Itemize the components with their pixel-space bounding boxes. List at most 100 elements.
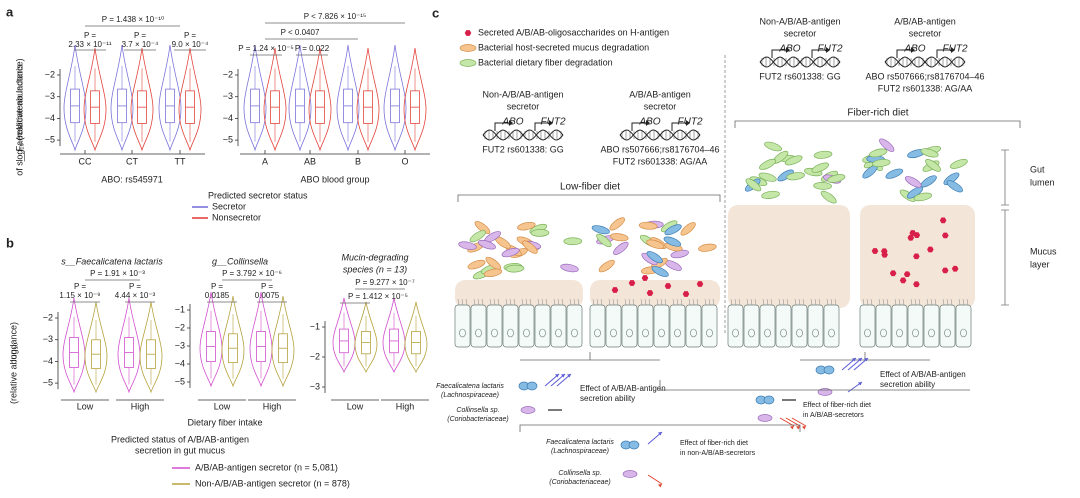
label: (relative abundance) <box>8 322 18 404</box>
microvillus <box>541 298 544 306</box>
epithelial-cell <box>727 304 744 348</box>
label: Bacterial dietary fiber degradation <box>478 57 613 67</box>
antigen <box>913 281 920 288</box>
nucleus <box>571 328 578 338</box>
antigen <box>628 280 636 286</box>
microvillus <box>886 298 889 306</box>
violin <box>84 301 108 394</box>
microvillus <box>640 298 643 306</box>
y-tick-label: −2 <box>43 312 53 322</box>
label: FUT2 <box>943 44 968 55</box>
label: P = <box>134 31 146 40</box>
label: ABO <box>638 117 660 128</box>
promoter-arrow <box>631 122 646 131</box>
violin <box>117 297 141 394</box>
microvillus <box>914 298 917 306</box>
bracket <box>457 194 721 202</box>
microvillus <box>802 298 805 306</box>
antigen <box>641 275 649 281</box>
microvillus <box>766 298 769 306</box>
violin <box>130 47 154 152</box>
bacterium <box>485 256 502 270</box>
violin <box>288 44 312 152</box>
epithelial-cell <box>669 304 686 348</box>
arrow-head <box>864 358 868 362</box>
label: Effect of A/B/AB-antigen <box>580 384 666 393</box>
panel-label: b <box>6 235 14 250</box>
nucleus <box>796 328 803 338</box>
bacterium <box>474 221 491 235</box>
antigen <box>939 217 947 224</box>
nucleus <box>626 328 633 338</box>
arrow-head <box>658 484 662 488</box>
epithelial-cell <box>743 304 760 348</box>
microvillus <box>600 298 603 306</box>
x-tick-label: AB <box>304 156 316 166</box>
bacterium <box>467 259 486 270</box>
label: 3.7 × 10⁻⁴ <box>122 40 159 49</box>
microvillus <box>577 298 580 306</box>
microvillus <box>870 298 873 306</box>
antigen <box>909 230 917 236</box>
epithelial-cell <box>653 304 670 348</box>
label: P < 7.826 × 10⁻¹⁵ <box>304 12 367 21</box>
bacterium <box>885 168 904 179</box>
bacterium <box>904 176 922 188</box>
label: secretion ability <box>880 380 935 389</box>
dna <box>619 129 701 141</box>
antigen <box>664 283 672 289</box>
microvillus <box>950 298 953 306</box>
microvillus <box>942 298 945 306</box>
antigen <box>913 253 920 260</box>
y-tick-label: −3 <box>310 381 320 391</box>
x-tick-label: Low <box>347 401 364 411</box>
arrow-head <box>790 426 794 430</box>
violin <box>404 301 428 374</box>
epithelial-cell <box>807 304 824 348</box>
label: P = <box>84 31 96 40</box>
violin <box>83 47 107 152</box>
arrow-head <box>858 358 862 362</box>
label: log₁₀ (relative abundance) <box>14 58 24 161</box>
microvillus <box>794 298 797 306</box>
x-tick-label: TT <box>175 156 186 166</box>
microvillus <box>866 298 869 306</box>
antigen <box>907 234 915 241</box>
nucleus <box>748 328 755 338</box>
microvillus <box>708 298 711 306</box>
label: Collinsella sp. <box>558 470 601 477</box>
microvillus <box>834 298 837 306</box>
antigen <box>903 271 911 278</box>
label: Fiber-rich diet <box>847 108 908 119</box>
y-tick-label: −4 <box>43 356 53 366</box>
antigen <box>611 287 619 293</box>
microvillus <box>958 298 961 306</box>
label: P = 9.277 × 10⁻⁷ <box>355 278 415 287</box>
label: in A/B/AB-secretors <box>803 412 864 419</box>
label: 1.15 × 10⁻⁹ <box>59 291 100 300</box>
microvillus <box>930 298 933 306</box>
label: ABO: rs545971 <box>101 174 163 184</box>
nucleus <box>928 328 935 338</box>
label: Gut <box>1030 164 1045 174</box>
label: (Lachnospiraceae) <box>551 448 609 455</box>
nucleus <box>690 328 697 338</box>
bacterium <box>598 259 615 273</box>
nucleus <box>642 328 649 338</box>
promoter-arrow <box>671 122 686 131</box>
bacterium <box>764 141 782 152</box>
bacterium <box>913 192 932 202</box>
y-tick-label: −4 <box>175 358 185 368</box>
label: A/B/AB-antigen <box>629 89 691 99</box>
label: P = <box>261 282 273 291</box>
legend-label: Secretor <box>212 201 246 211</box>
label: lumen <box>1030 177 1055 187</box>
panel-label: c <box>432 5 439 20</box>
effect-arrow <box>791 417 807 427</box>
label: Effect of fiber-rich diet <box>680 440 748 447</box>
bacterium <box>613 241 629 255</box>
violin <box>62 297 86 394</box>
y-tick-label: −2 <box>310 351 320 361</box>
label: FUT2 <box>541 117 566 128</box>
arrow-head <box>951 47 955 53</box>
